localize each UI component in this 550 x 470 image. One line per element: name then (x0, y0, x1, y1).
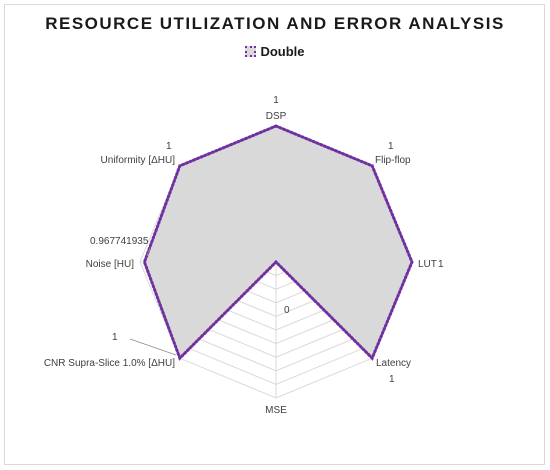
data-label: 0 (284, 305, 290, 316)
data-label: 1 (112, 332, 118, 343)
category-label: MSE (265, 405, 287, 416)
leader-line (129, 338, 177, 356)
category-label: Uniformity [ΔHU] (101, 155, 176, 166)
data-label: 1 (166, 141, 172, 152)
data-label: 1 (388, 141, 394, 152)
category-label: DSP (266, 111, 287, 122)
category-label: CNR Supra-Slice 1.0% [ΔHU] (44, 358, 175, 369)
category-label: Latency (376, 358, 411, 369)
chart-legend: Double (0, 44, 550, 59)
category-label: Noise [HU] (86, 259, 135, 270)
category-label: LUT (418, 259, 437, 270)
legend-swatch-double (245, 46, 257, 57)
legend-label-double: Double (260, 44, 305, 59)
data-label: 0.967741935 (90, 236, 149, 247)
chart-title: RESOURCE UTILIZATION AND ERROR ANALYSIS (45, 14, 505, 33)
category-label: Flip-flop (375, 155, 411, 166)
series-area-double (142, 124, 414, 361)
data-label: 1 (438, 259, 444, 270)
data-label: 1 (389, 374, 395, 385)
leader-line (146, 247, 151, 257)
data-label: 1 (273, 95, 279, 106)
